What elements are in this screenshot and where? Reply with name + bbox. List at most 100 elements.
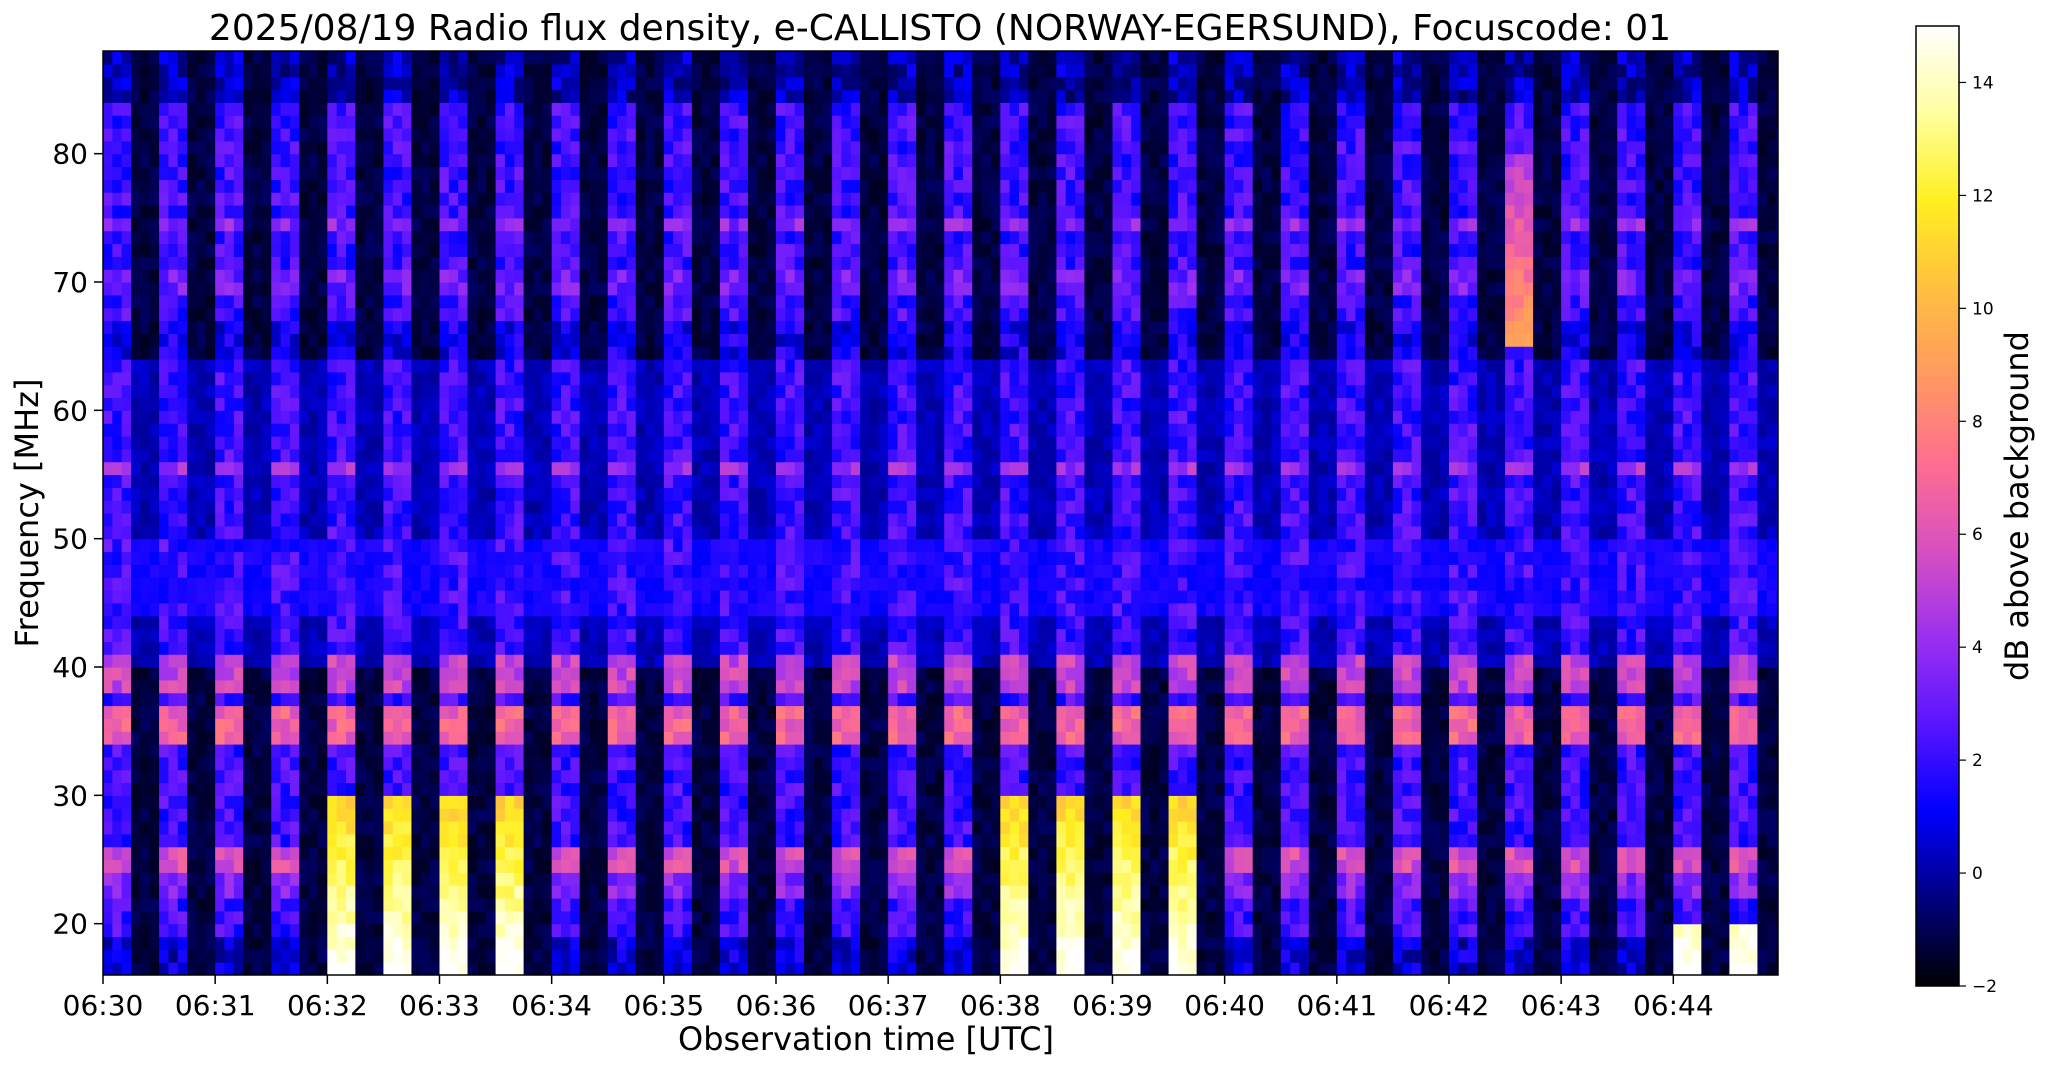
heatmap-cell [215, 192, 226, 206]
heatmap-cell [327, 179, 338, 193]
heatmap-cell [486, 333, 497, 347]
heatmap-cell [103, 885, 113, 899]
heatmap-cell [168, 217, 179, 232]
heatmap-cell [439, 564, 450, 578]
heatmap-cell [187, 756, 198, 771]
heatmap-cell [504, 102, 515, 116]
heatmap-cell [103, 128, 113, 142]
heatmap-cell [168, 243, 179, 257]
heatmap-cell [645, 230, 656, 245]
heatmap-cell [747, 769, 758, 784]
heatmap-cell [635, 590, 646, 604]
heatmap-cell [289, 294, 300, 309]
heatmap-cell [168, 679, 179, 694]
heatmap-cell [346, 371, 356, 386]
heatmap-cell [383, 89, 394, 103]
heatmap-cell [317, 949, 328, 963]
heatmap-cell [308, 179, 319, 193]
heatmap-cell [635, 936, 646, 950]
heatmap-cell [439, 590, 450, 604]
heatmap-cell [224, 654, 235, 668]
heatmap-cell [495, 140, 506, 155]
heatmap-cell [579, 76, 590, 91]
heatmap-cell [476, 102, 487, 116]
heatmap-cell [598, 769, 609, 784]
heatmap-cell [682, 461, 693, 476]
heatmap-cell [271, 307, 282, 322]
heatmap-cell [159, 731, 170, 745]
heatmap-cell [131, 641, 141, 655]
heatmap-cell [149, 140, 160, 155]
heatmap-cell [448, 821, 459, 835]
heatmap-cell [374, 179, 385, 193]
heatmap-cell [411, 667, 422, 681]
heatmap-cell [224, 859, 235, 873]
heatmap-cell [673, 63, 684, 78]
heatmap-cell [476, 256, 487, 270]
heatmap-cell [532, 128, 543, 142]
heatmap-cell [112, 577, 123, 591]
heatmap-cell [159, 936, 170, 950]
heatmap-cell [299, 962, 310, 975]
heatmap-cell [187, 217, 198, 232]
heatmap-cell [701, 615, 712, 630]
heatmap-cell [233, 461, 244, 476]
heatmap-cell [317, 872, 328, 886]
heatmap-cell [439, 76, 450, 91]
heatmap-cell [289, 718, 300, 732]
heatmap-cell [598, 217, 609, 232]
heatmap-cell [187, 910, 198, 925]
heatmap-cell [626, 551, 637, 565]
heatmap-cell [570, 654, 581, 668]
heatmap-cell [196, 718, 207, 732]
heatmap-cell [476, 654, 487, 668]
heatmap-cell [168, 128, 179, 142]
heatmap-cell [626, 872, 637, 886]
heatmap-cell [205, 705, 216, 719]
heatmap-cell [561, 782, 571, 796]
heatmap-cell [542, 76, 553, 91]
heatmap-cell [159, 551, 170, 565]
heatmap-cell [215, 705, 226, 719]
heatmap-cell [187, 128, 198, 142]
heatmap-cell [663, 269, 674, 283]
heatmap-cell [589, 102, 599, 116]
heatmap-cell [187, 846, 198, 861]
heatmap-cell [719, 474, 730, 488]
heatmap-cell [682, 320, 693, 334]
heatmap-cell [654, 718, 665, 732]
heatmap-cell [374, 217, 385, 232]
heatmap-cell [224, 718, 235, 732]
heatmap-cell [168, 397, 179, 411]
heatmap-cell [589, 487, 599, 501]
heatmap-cell [346, 756, 356, 771]
heatmap-cell [682, 423, 693, 437]
heatmap-cell [626, 333, 637, 347]
heatmap-cell [355, 102, 366, 116]
heatmap-cell [514, 513, 525, 527]
heatmap-cell [299, 63, 310, 78]
heatmap-cell [691, 359, 702, 373]
heatmap-cell [542, 397, 553, 411]
heatmap-cell [308, 641, 319, 655]
heatmap-cell [131, 718, 141, 732]
heatmap-cell [430, 243, 441, 257]
heatmap-cell [402, 371, 413, 386]
heatmap-cell [617, 474, 628, 488]
heatmap-cell [719, 885, 730, 899]
heatmap-cell [317, 602, 328, 617]
heatmap-cell [738, 808, 749, 822]
heatmap-cell [607, 654, 618, 668]
heatmap-cell [402, 128, 413, 142]
heatmap-cell [271, 718, 282, 732]
heatmap-cell [411, 410, 422, 424]
heatmap-cell [346, 859, 356, 873]
heatmap-cell [504, 128, 515, 142]
heatmap-cell [673, 936, 684, 950]
heatmap-cell [131, 63, 141, 78]
heatmap-cell [635, 487, 646, 501]
heatmap-cell [542, 744, 553, 758]
heatmap-cell [355, 115, 366, 129]
heatmap-cell [467, 808, 478, 822]
heatmap-cell [271, 513, 282, 527]
